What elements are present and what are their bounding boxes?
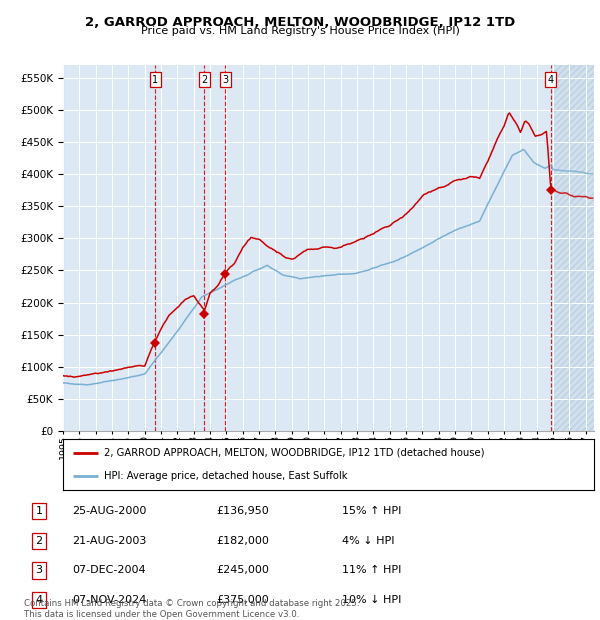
Text: £375,000: £375,000 (216, 595, 269, 605)
Text: 2: 2 (35, 536, 43, 546)
Text: 1: 1 (35, 506, 43, 516)
Text: HPI: Average price, detached house, East Suffolk: HPI: Average price, detached house, East… (104, 471, 348, 481)
Text: 1: 1 (152, 75, 158, 85)
Bar (553, 65, 594, 431)
Text: £182,000: £182,000 (216, 536, 269, 546)
Text: 10% ↓ HPI: 10% ↓ HPI (342, 595, 401, 605)
Bar (553, 65, 594, 431)
Text: 21-AUG-2003: 21-AUG-2003 (72, 536, 146, 546)
Text: 15% ↑ HPI: 15% ↑ HPI (342, 506, 401, 516)
Text: 25-AUG-2000: 25-AUG-2000 (72, 506, 146, 516)
Text: Price paid vs. HM Land Registry's House Price Index (HPI): Price paid vs. HM Land Registry's House … (140, 26, 460, 36)
Text: £245,000: £245,000 (216, 565, 269, 575)
Text: 07-DEC-2004: 07-DEC-2004 (72, 565, 146, 575)
Text: 07-NOV-2024: 07-NOV-2024 (72, 595, 146, 605)
Text: 4% ↓ HPI: 4% ↓ HPI (342, 536, 395, 546)
Text: 2, GARROD APPROACH, MELTON, WOODBRIDGE, IP12 1TD: 2, GARROD APPROACH, MELTON, WOODBRIDGE, … (85, 16, 515, 29)
Text: 3: 3 (35, 565, 43, 575)
Text: 4: 4 (35, 595, 43, 605)
Text: 11% ↑ HPI: 11% ↑ HPI (342, 565, 401, 575)
Text: 3: 3 (222, 75, 229, 85)
Text: 4: 4 (548, 75, 554, 85)
Text: £136,950: £136,950 (216, 506, 269, 516)
Text: 2, GARROD APPROACH, MELTON, WOODBRIDGE, IP12 1TD (detached house): 2, GARROD APPROACH, MELTON, WOODBRIDGE, … (104, 448, 485, 458)
Text: 2: 2 (201, 75, 208, 85)
Text: Contains HM Land Registry data © Crown copyright and database right 2025.
This d: Contains HM Land Registry data © Crown c… (24, 600, 359, 619)
